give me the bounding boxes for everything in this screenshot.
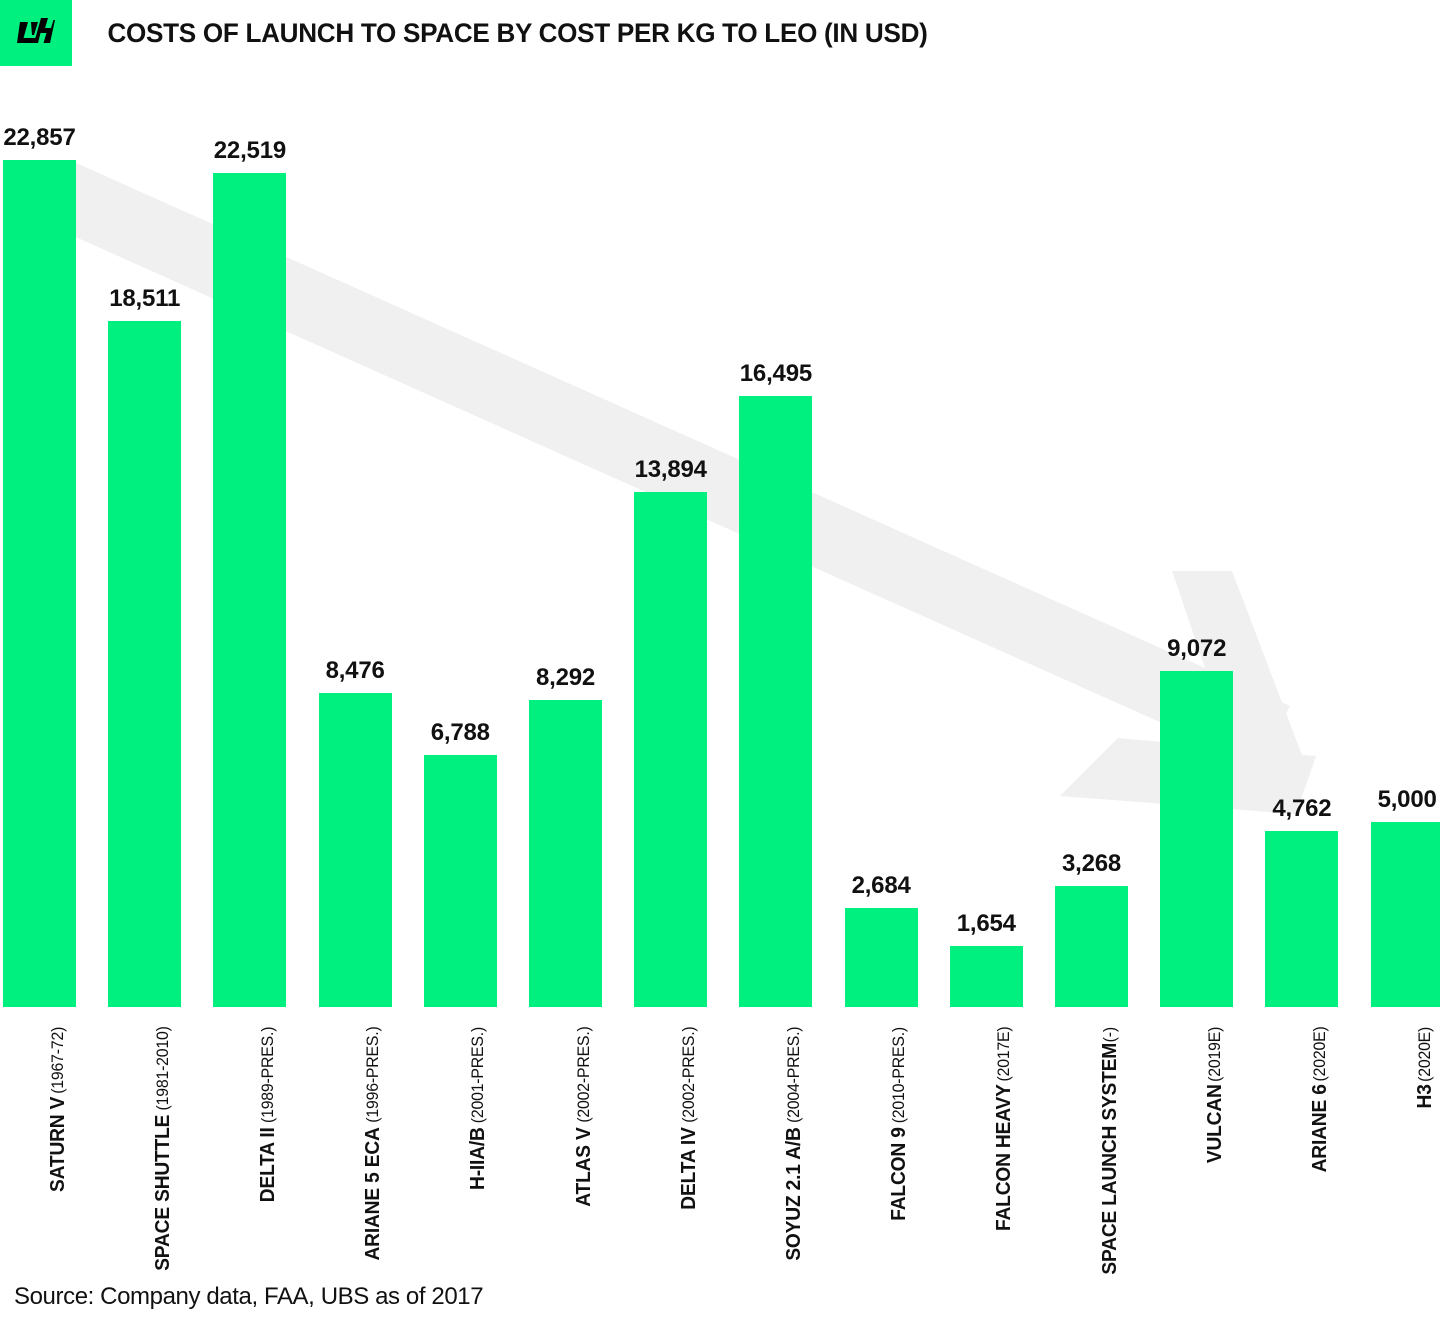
bar[interactable] xyxy=(949,946,1023,1007)
bar-group[interactable]: 3,268 (-) SPACE LAUNCH SYSTEM xyxy=(1055,850,1128,1275)
chart-canvas: 22,857 (1967-72) SATURN V 18,511 (1981-2010)… xyxy=(0,66,1440,1275)
bar-category-name: FALCON HEAVY xyxy=(993,1084,1016,1231)
bar-value-label: 8,292 xyxy=(535,664,596,691)
bar-category-name: SPACE SHUTTLE xyxy=(151,1114,174,1271)
bar-category-years: (-) xyxy=(1100,1026,1119,1042)
bar-group[interactable]: 16,495 (2004-PRES.) SOYUZ 2.1 A/B xyxy=(739,360,813,1261)
bar-group[interactable]: 8,292 (2002-PRES.) ATLAS V xyxy=(529,664,602,1207)
bar-category-years: (2002-PRES.) xyxy=(679,1026,698,1123)
bar-category-name: DELTA II xyxy=(256,1127,279,1203)
bar-category-name: H3 xyxy=(1414,1084,1437,1109)
bar-group[interactable]: 9,072 (2019E) VULCAN xyxy=(1160,635,1234,1163)
bar-value-label: 13,894 xyxy=(634,456,707,483)
bar-category-name: ARIANE 6 xyxy=(1308,1084,1331,1173)
bar[interactable] xyxy=(1265,831,1339,1007)
bar-category-years: (2017E) xyxy=(995,1026,1014,1082)
bar-category-name: H-IIA/B xyxy=(467,1127,490,1190)
bar-category-name: ARIANE 5 ECA xyxy=(362,1127,385,1261)
bar-category-name: ATLAS V xyxy=(572,1127,595,1207)
lh-logo-icon xyxy=(17,18,55,43)
bar[interactable] xyxy=(529,700,602,1007)
bar-category-name: DELTA IV xyxy=(677,1127,700,1210)
bar[interactable] xyxy=(3,160,76,1007)
bar[interactable] xyxy=(423,755,497,1007)
bar-category-name: SATURN V xyxy=(46,1096,69,1192)
bar-value-label: 8,476 xyxy=(325,657,385,684)
source-note: Source: Company data, FAA, UBS as of 201… xyxy=(14,1283,484,1310)
bar-category-years: (1989-PRES.) xyxy=(258,1026,277,1123)
bars-plot: 22,857 (1967-72) SATURN V 18,511 (1981-2010)… xyxy=(0,66,1440,1275)
bar-group[interactable]: 18,511 (1981-2010) SPACE SHUTTLE xyxy=(108,285,182,1271)
bar[interactable] xyxy=(1160,671,1234,1007)
bar-group[interactable]: 8,476 (1996-PRES.) ARIANE 5 ECA xyxy=(318,657,392,1260)
bar-group[interactable]: 6,788 (2001-PRES.) H-IIA/B xyxy=(423,719,497,1190)
bar-category-years: (2004-PRES.) xyxy=(784,1026,803,1123)
bar-category-years: (1967-72) xyxy=(48,1026,67,1094)
brand-logo xyxy=(0,0,72,66)
bar-group[interactable]: 1,654 (2017E) FALCON HEAVY xyxy=(949,910,1023,1231)
bar[interactable] xyxy=(318,693,392,1007)
page-title: COSTS OF LAUNCH TO SPACE BY COST PER KG … xyxy=(107,17,928,48)
bar-category-years: (2001-PRES.) xyxy=(469,1026,488,1123)
bar-category-years: (1981-2010) xyxy=(153,1026,172,1111)
bar-category-years: (2020E) xyxy=(1416,1026,1435,1082)
bar-category-years: (1996-PRES.) xyxy=(364,1026,383,1123)
bar-value-label: 6,788 xyxy=(430,719,490,746)
bar-group[interactable]: 2,684 (2010-PRES.) FALCON 9 xyxy=(844,872,918,1221)
bar-category-years: (2019E) xyxy=(1205,1026,1224,1082)
bar[interactable] xyxy=(1370,822,1440,1007)
bar-group[interactable]: 13,894 (2002-PRES.) DELTA IV xyxy=(634,456,708,1210)
bar-value-label: 22,519 xyxy=(213,137,286,164)
bar-category-name: SPACE LAUNCH SYSTEM xyxy=(1098,1042,1121,1275)
bar-group[interactable]: 22,857 (1967-72) SATURN V xyxy=(3,124,76,1192)
bar[interactable] xyxy=(108,321,182,1007)
bar-value-label: 1,654 xyxy=(956,910,1016,937)
bar-category-name: VULCAN xyxy=(1203,1084,1226,1164)
bar[interactable] xyxy=(844,908,918,1007)
bar-group[interactable]: 4,762 (2020E) ARIANE 6 xyxy=(1265,795,1339,1172)
bar-value-label: 16,495 xyxy=(739,360,812,387)
bar-value-label: 3,268 xyxy=(1061,850,1122,877)
bar[interactable] xyxy=(1055,886,1128,1007)
bar-value-label: 22,857 xyxy=(3,124,76,151)
bar-group[interactable]: 5,000 (2020E) H3 xyxy=(1370,786,1440,1108)
bar-value-label: 18,511 xyxy=(109,285,181,312)
bar-category-years: (2010-PRES.) xyxy=(890,1026,909,1123)
bar[interactable] xyxy=(739,396,813,1007)
bar-value-label: 2,684 xyxy=(851,872,911,899)
bar[interactable] xyxy=(634,492,708,1007)
bar-value-label: 9,072 xyxy=(1167,635,1227,662)
bar-category-years: (2002-PRES.) xyxy=(574,1026,593,1123)
bar[interactable] xyxy=(213,173,287,1007)
bar-category-years: (2020E) xyxy=(1310,1026,1329,1082)
bar-group[interactable]: 22,519 (1989-PRES.) DELTA II xyxy=(213,137,287,1202)
bar-category-name: FALCON 9 xyxy=(888,1127,911,1221)
bar-category-name: SOYUZ 2.1 A/B xyxy=(782,1127,805,1261)
header: COSTS OF LAUNCH TO SPACE BY COST PER KG … xyxy=(0,0,1440,66)
bar-value-label: 5,000 xyxy=(1377,786,1437,813)
bar-value-label: 4,762 xyxy=(1272,795,1332,822)
